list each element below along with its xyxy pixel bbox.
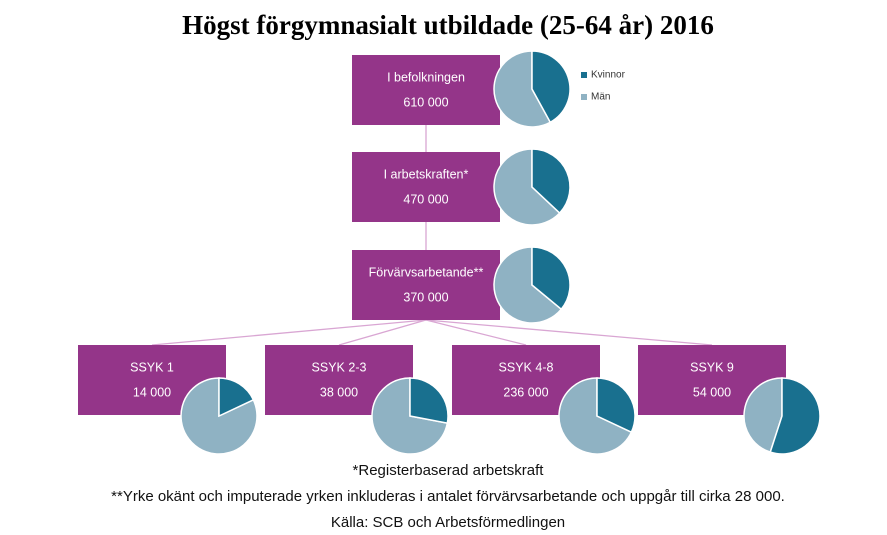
- node-box: [352, 152, 500, 222]
- pie-women: [769, 377, 821, 455]
- connectors: [151, 125, 713, 346]
- node-value: 54 000: [693, 385, 731, 399]
- node-value: 470 000: [403, 192, 448, 206]
- legend-label: Män: [591, 92, 610, 103]
- node-label: SSYK 9: [690, 360, 734, 374]
- title: Högst förgymnasialt utbildade (25-64 år)…: [182, 10, 714, 40]
- node-value: 370 000: [403, 290, 448, 304]
- pie-men: [493, 148, 561, 226]
- node-label: SSYK 4-8: [499, 360, 554, 374]
- pie-men: [558, 377, 633, 455]
- legend-label: Kvinnor: [591, 70, 626, 81]
- node-value: 14 000: [133, 385, 171, 399]
- footnote: **Yrke okänt och imputerade yrken inklud…: [111, 488, 785, 505]
- pie-women: [409, 377, 449, 424]
- legend-swatch: [581, 72, 587, 78]
- node-value: 38 000: [320, 385, 358, 399]
- footnote: Källa: SCB och Arbetsförmedlingen: [331, 514, 565, 531]
- pie-women: [218, 377, 255, 418]
- node-value: 610 000: [403, 95, 448, 109]
- pie-women: [531, 148, 571, 215]
- node-value: 236 000: [503, 385, 548, 399]
- pie-women: [596, 377, 636, 434]
- node-label: Förvärvsarbetande**: [369, 265, 484, 279]
- node-box: [352, 55, 500, 125]
- pie-women: [531, 246, 571, 311]
- pie-men: [743, 377, 783, 454]
- node-label: SSYK 2-3: [312, 360, 367, 374]
- pie-women: [531, 50, 571, 124]
- footnote: *Registerbaserad arbetskraft: [353, 462, 545, 479]
- node-box: [352, 250, 500, 320]
- pie-men: [493, 246, 563, 324]
- node-label: I arbetskraften*: [384, 167, 469, 181]
- node-label: I befolkningen: [387, 70, 465, 84]
- legend-swatch: [581, 94, 587, 100]
- pie-men: [493, 50, 552, 128]
- node-label: SSYK 1: [130, 360, 174, 374]
